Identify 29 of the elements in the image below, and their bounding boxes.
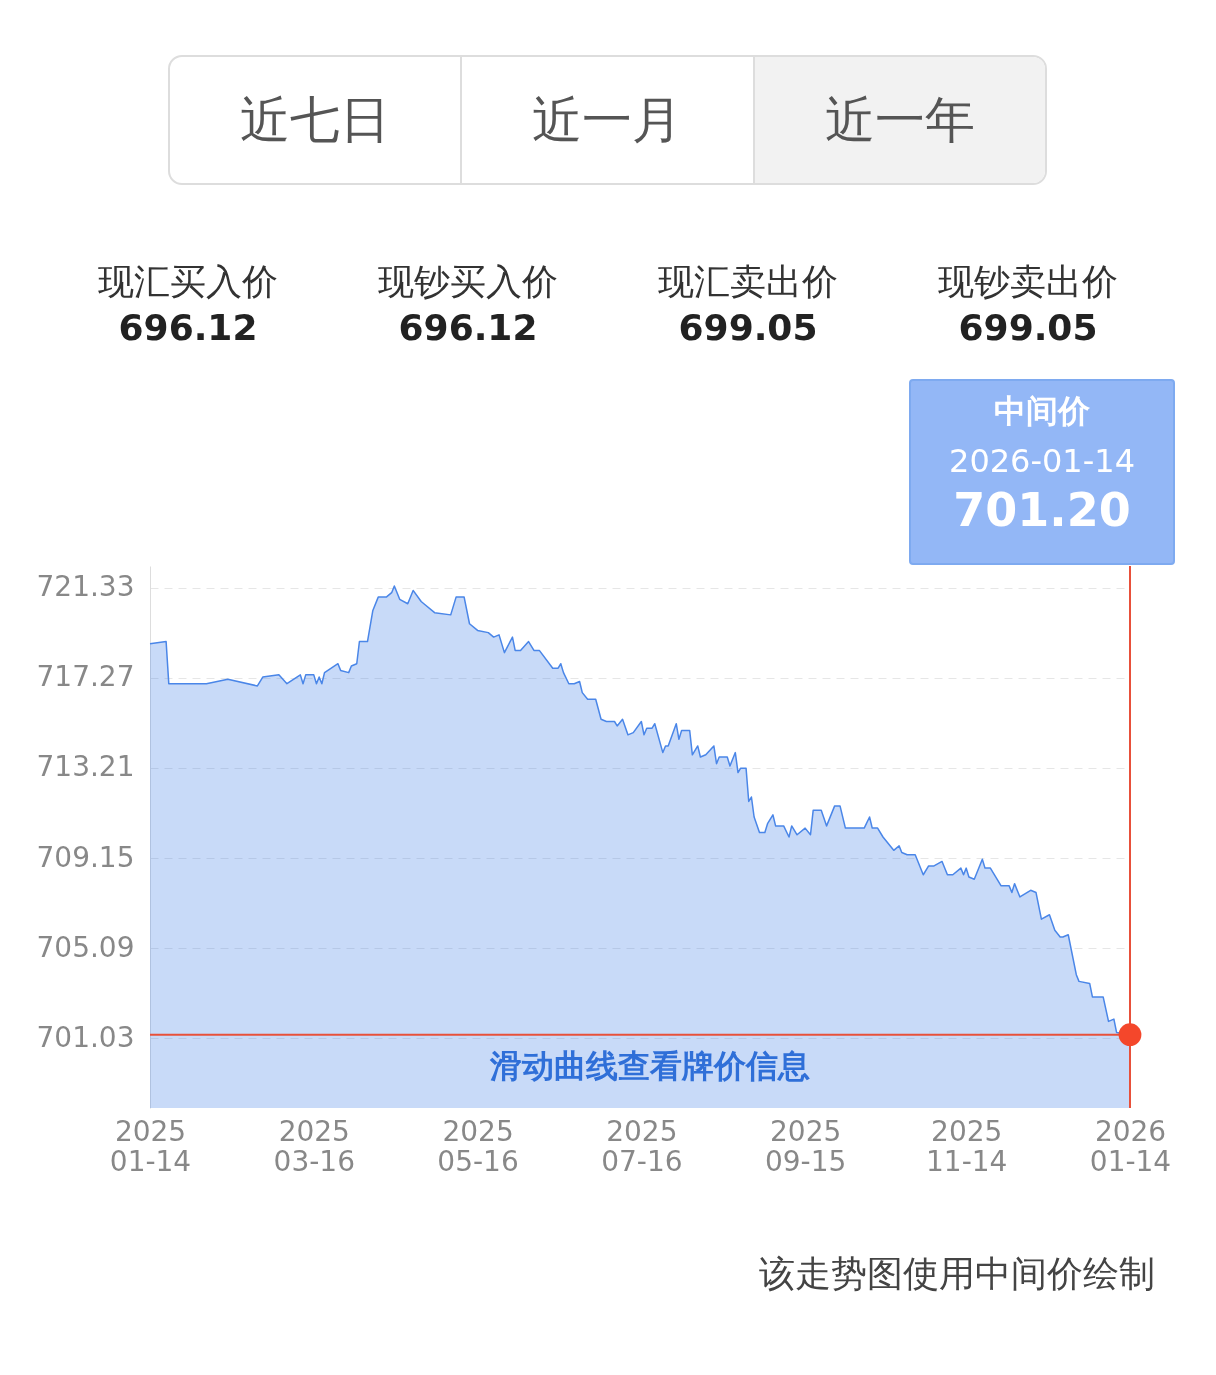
- x-tick-label: 2025 01-14: [109, 1114, 192, 1178]
- text: 现钞卖出价: [937, 260, 1119, 304]
- annotation: 滑动曲线查看牌价信息: [490, 1046, 810, 1087]
- x-tick-label: 2025 09-15: [764, 1114, 847, 1178]
- text: 该走势图使用中间价绘制: [759, 1252, 1155, 1296]
- x-tick-label: 2026 01-14: [1089, 1114, 1172, 1178]
- y-tick-label: 713.21: [36, 750, 135, 784]
- x-tick-label: 2025 05-16: [437, 1114, 519, 1178]
- text: 696.12: [397, 306, 539, 350]
- text: 699.05: [677, 306, 819, 350]
- text: 701.20: [952, 483, 1132, 537]
- y-tick-label: 701.03: [36, 1020, 135, 1054]
- text: 现汇买入价: [97, 260, 279, 304]
- x-tick-label: 2025 07-16: [601, 1114, 683, 1178]
- text: 696.12: [117, 306, 259, 350]
- text: 现汇卖出价: [657, 260, 839, 304]
- text: 近七日: [239, 89, 392, 151]
- y-tick-label: 717.27: [36, 660, 135, 694]
- x-tick-label: 2025 03-16: [273, 1114, 355, 1178]
- x-tick-label: 2025 11-14: [926, 1114, 1008, 1178]
- text: 2026-01-14: [948, 441, 1136, 482]
- y-tick-label: 709.15: [36, 840, 135, 874]
- y-tick-label: 721.33: [36, 570, 135, 604]
- text: 近一月: [460, 57, 753, 183]
- y-tick-label: 705.09: [36, 930, 135, 964]
- text: 中间价: [993, 391, 1091, 431]
- text: 现钞买入价: [377, 260, 559, 304]
- text: 近一年: [752, 57, 1045, 183]
- text: 699.05: [957, 306, 1099, 350]
